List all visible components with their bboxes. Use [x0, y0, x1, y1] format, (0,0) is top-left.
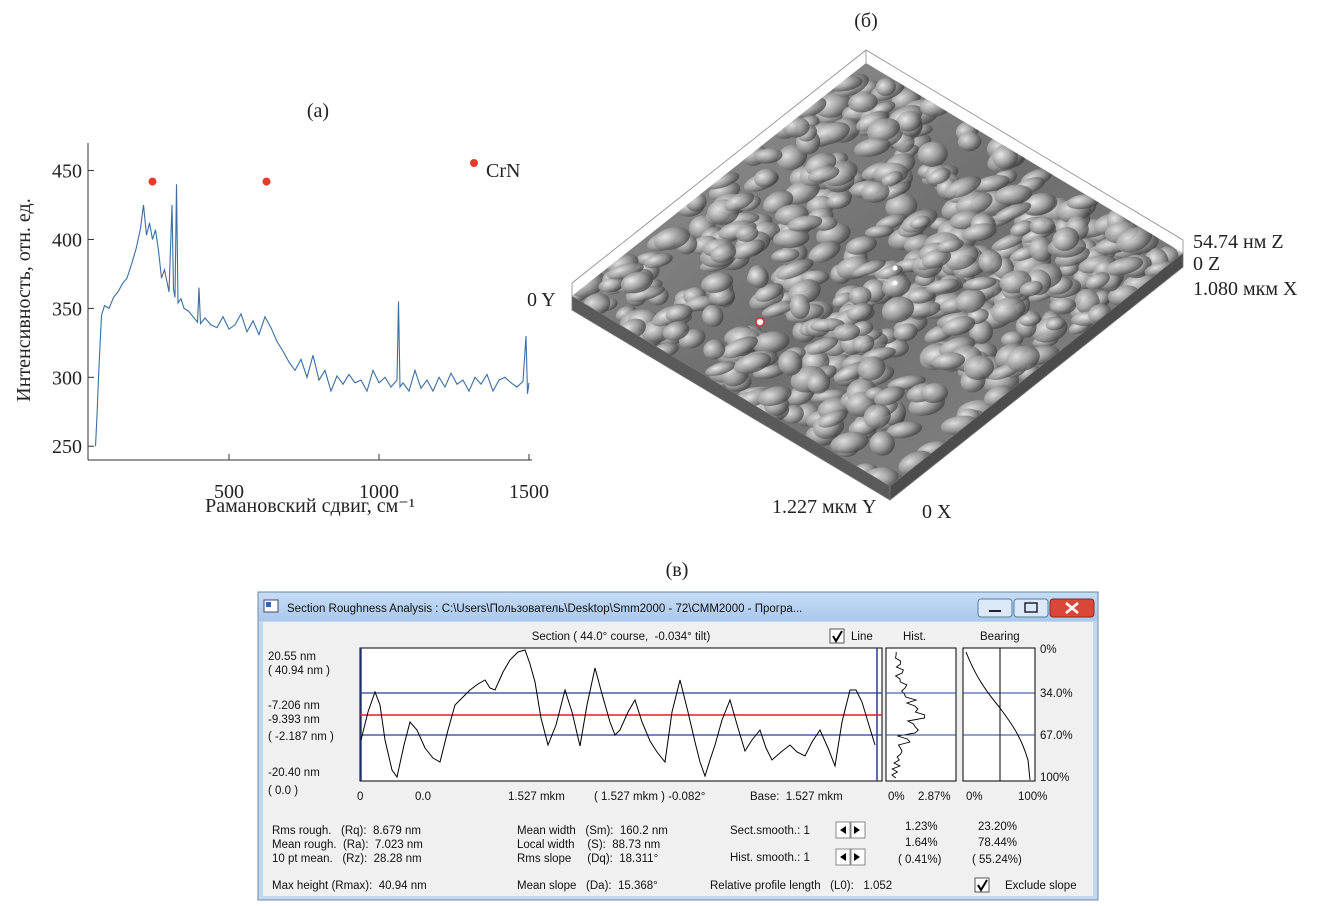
- left-label: 20.55 nm: [268, 651, 316, 663]
- bottom-label: 0: [357, 791, 363, 803]
- bearing-level: 100%: [1040, 772, 1069, 784]
- left-label: -7.206 nm: [268, 700, 320, 712]
- bearing-label: Bearing: [980, 631, 1020, 643]
- y-axis-label: Интенсивность, отн. ед.: [13, 198, 35, 401]
- hist-axis-label: 2.87%: [918, 791, 951, 803]
- crn-marker: [263, 178, 271, 186]
- sect-smooth-spinner[interactable]: [836, 822, 865, 838]
- y-tick-label: 400: [52, 229, 82, 251]
- bottom-label: ( 1.527 mkm ) -0.082°: [594, 791, 705, 803]
- x-zero-label: 0 X: [922, 501, 952, 523]
- left-label: -20.40 nm: [268, 767, 320, 779]
- bottom-label: 1.527 mkm: [508, 791, 565, 803]
- hist-smooth-spinner[interactable]: [836, 849, 865, 865]
- figure: (a) Рамановский сдвиг, см⁻¹ Интенсивност…: [0, 0, 1334, 906]
- x-end-label: 1.080 мкм X: [1193, 278, 1298, 300]
- stat: Mean width (Sm): 160.2 nm: [517, 825, 668, 837]
- stat: Rms rough. (Rq): 8.679 nm: [272, 825, 421, 837]
- exclude-slope-label: Exclude slope: [1005, 880, 1077, 892]
- bearing-stat: ( 55.24%): [972, 854, 1022, 866]
- stat: 10 pt mean. (Rz): 28.28 nm: [272, 853, 422, 865]
- afm-surface: [560, 50, 1196, 500]
- y-zero-label: 0 Y: [527, 289, 556, 311]
- bearing-level: 34.0%: [1040, 688, 1073, 700]
- y-tick-label: 450: [52, 161, 82, 183]
- spectrum-line: [96, 184, 530, 446]
- panel-title: (б): [854, 10, 878, 32]
- page: {"chart_data": {"type": "line", "title":…: [0, 0, 1334, 906]
- raman-chart: 250 300 350 400 450 500 1000 1500 CrN: [52, 143, 549, 503]
- z-zero-label: 0 Z: [1193, 253, 1220, 275]
- bearing-axis-label: 0%: [966, 791, 983, 803]
- bearing-level: 67.0%: [1040, 730, 1073, 742]
- z-max-label: 54.74 нм Z: [1193, 231, 1284, 253]
- line-label: Line: [851, 631, 873, 643]
- maximize-button[interactable]: [1014, 599, 1048, 617]
- y-end-label: 1.227 мкм Y: [772, 496, 876, 518]
- stat: Mean slope (Da): 15.368°: [517, 880, 658, 892]
- stat: Rms slope (Dq): 18.311°: [517, 853, 658, 865]
- hist-axis-label: 0%: [888, 791, 905, 803]
- x-tick-label: 500: [214, 481, 244, 503]
- left-label: ( -2.187 nm ): [268, 731, 334, 743]
- minimize-button[interactable]: [978, 599, 1012, 617]
- left-label: -9.393 nm: [268, 714, 320, 726]
- legend-marker: [470, 159, 478, 167]
- window-title: Section Roughness Analysis : C:\Users\По…: [287, 603, 802, 615]
- hist-stat: 1.23%: [905, 821, 938, 833]
- bottom-label: Base: 1.527 mkm: [750, 791, 843, 803]
- x-tick-label: 1000: [359, 481, 399, 503]
- left-label: ( 0.0 ): [268, 785, 298, 797]
- panel-title: (в): [666, 559, 689, 581]
- y-tick-label: 350: [52, 298, 82, 320]
- stat: Max height (Rmax): 40.94 nm: [272, 880, 427, 892]
- bearing-stat: 23.20%: [978, 821, 1017, 833]
- hist-stat: ( 0.41%): [898, 854, 942, 866]
- hist-label: Hist.: [903, 631, 926, 643]
- y-tick-label: 250: [52, 436, 82, 458]
- section-header: Section ( 44.0° course, -0.034° tilt): [532, 631, 711, 643]
- hist-smooth: Hist. smooth.: 1: [730, 852, 810, 864]
- bearing-stat: 78.44%: [978, 837, 1017, 849]
- stat: Mean rough. (Ra): 7.023 nm: [272, 839, 423, 851]
- legend-label: CrN: [486, 160, 520, 182]
- y-tick-label: 300: [52, 367, 82, 389]
- software-window: Section Roughness Analysis : C:\Users\По…: [258, 592, 1098, 900]
- left-label: ( 40.94 nm ): [268, 665, 330, 677]
- bottom-label: 0.0: [415, 791, 431, 803]
- relative-length: Relative profile length (L0): 1.052: [710, 880, 892, 892]
- stat: Local width (S): 88.73 nm: [517, 839, 660, 851]
- hist-stat: 1.64%: [905, 837, 938, 849]
- crn-marker: [149, 178, 157, 186]
- sect-smooth: Sect.smooth.: 1: [730, 825, 810, 837]
- bearing-axis-label: 100%: [1018, 791, 1047, 803]
- bearing-level: 0%: [1040, 644, 1057, 656]
- x-tick-label: 1500: [509, 481, 549, 503]
- panel-title: (a): [307, 100, 329, 122]
